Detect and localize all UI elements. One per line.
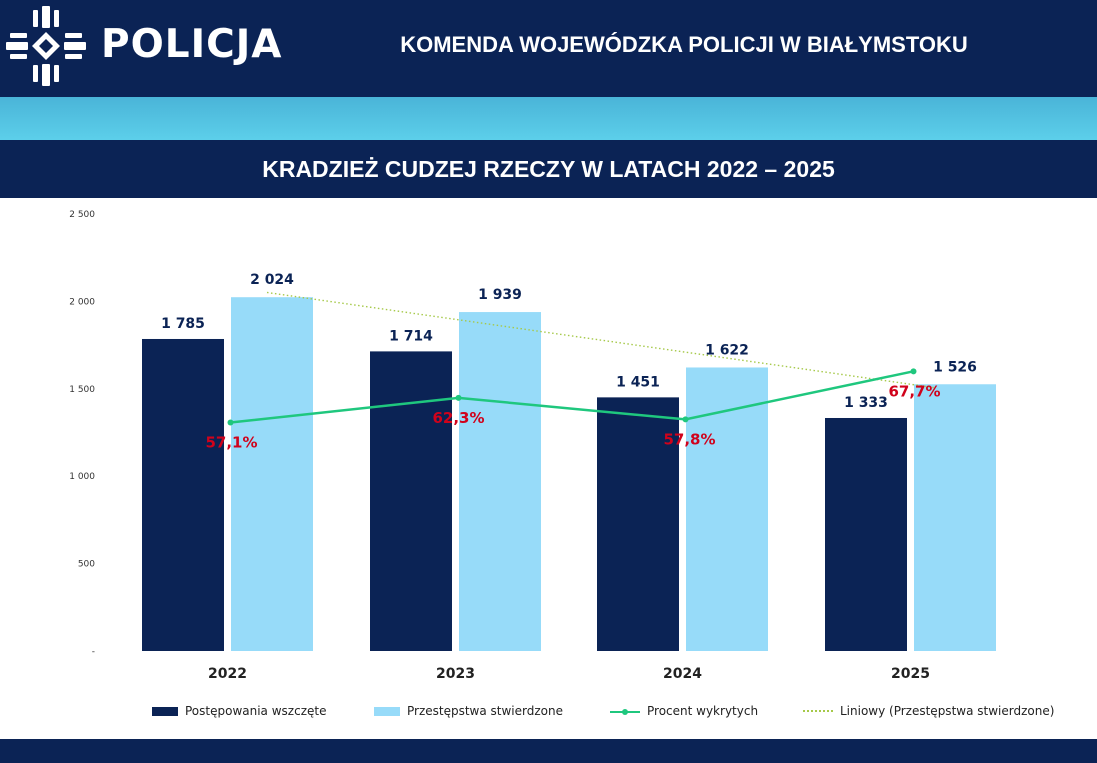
detection-percent-label: 62,3% xyxy=(432,409,484,427)
x-tick-label: 2022 xyxy=(208,666,247,682)
legend-swatch-trendline xyxy=(803,710,833,712)
bar-confirmed xyxy=(231,297,313,651)
bar-value-label-confirmed: 2 024 xyxy=(250,272,294,288)
brand-name: POLICJA xyxy=(101,22,283,67)
detection-percent-label: 57,8% xyxy=(663,430,715,448)
bar-value-label-initiated: 1 785 xyxy=(161,316,205,332)
bar-initiated xyxy=(597,397,679,651)
legend-label-trendline: Liniowy (Przestępstwa stwierdzone) xyxy=(840,704,1055,718)
legend-item-trendline: Liniowy (Przestępstwa stwierdzone) xyxy=(803,704,1054,718)
bar-initiated xyxy=(142,338,224,651)
bar-value-label-confirmed: 1 939 xyxy=(478,287,522,303)
bar-value-label-initiated: 1 451 xyxy=(616,374,660,390)
legend-item-initiated: Postępowania wszczęte xyxy=(152,704,326,718)
bar-value-label-confirmed: 1 622 xyxy=(705,342,749,358)
chart-title-bar xyxy=(0,140,1097,198)
legend-item-detection: Procent wykrytych xyxy=(610,704,758,718)
legend-swatch-detection xyxy=(610,707,640,716)
legend-item-confirmed: Przestępstwa stwierdzone xyxy=(374,704,563,718)
y-tick-label: 1 500 xyxy=(69,385,95,395)
detection-point xyxy=(682,416,689,423)
legend-label-detection: Procent wykrytych xyxy=(647,704,759,718)
chart-title: KRADZIEŻ CUDZEJ RZECZY W LATACH 2022 – 2… xyxy=(262,156,835,182)
detection-line xyxy=(230,370,914,424)
detection-percent-label: 67,7% xyxy=(888,382,940,400)
bar-confirmed xyxy=(459,312,541,651)
detection-percent-label: 57,1% xyxy=(205,434,257,452)
y-tick-label: 500 xyxy=(78,560,95,570)
y-tick-label: - xyxy=(92,647,95,657)
legend-label-confirmed: Przestępstwa stwierdzone xyxy=(407,704,563,718)
chart-area: - 500 1 000 1 500 2 000 2 500 1 785 2 024 2022 1 … xyxy=(69,210,996,682)
bar-value-label-initiated: 1 714 xyxy=(389,328,433,344)
accent-band xyxy=(0,97,1097,140)
x-tick-label: 2023 xyxy=(436,666,475,682)
trendline xyxy=(266,291,936,389)
police-star-icon xyxy=(6,6,86,86)
legend-swatch-initiated xyxy=(152,706,178,716)
bar-confirmed xyxy=(686,367,768,651)
header-title: KOMENDA WOJEWÓDZKA POLICJI W BIAŁYMSTOKU xyxy=(400,32,968,57)
bar-value-label-initiated: 1 333 xyxy=(844,395,888,411)
legend-swatch-confirmed xyxy=(374,706,400,716)
y-tick-label: 2 000 xyxy=(69,297,95,307)
header: POLICJA KOMENDA WOJEWÓDZKA POLICJI W BIA… xyxy=(0,0,1097,97)
x-tick-label: 2024 xyxy=(663,666,702,682)
bar-initiated xyxy=(370,351,452,651)
bar-initiated xyxy=(825,417,907,651)
bar-confirmed xyxy=(914,384,996,651)
y-tick-label: 2 500 xyxy=(69,210,95,220)
footer-bar xyxy=(0,739,1097,763)
chart-legend: Postępowania wszczęte Przestępstwa stwie… xyxy=(0,700,1097,724)
detection-point xyxy=(227,419,234,426)
legend-label-initiated: Postępowania wszczęte xyxy=(185,704,327,718)
x-tick-label: 2025 xyxy=(891,666,930,682)
bar-value-label-confirmed: 1 526 xyxy=(933,359,977,375)
detection-point xyxy=(910,368,917,375)
y-tick-label: 1 000 xyxy=(69,472,95,482)
detection-point xyxy=(455,394,462,401)
